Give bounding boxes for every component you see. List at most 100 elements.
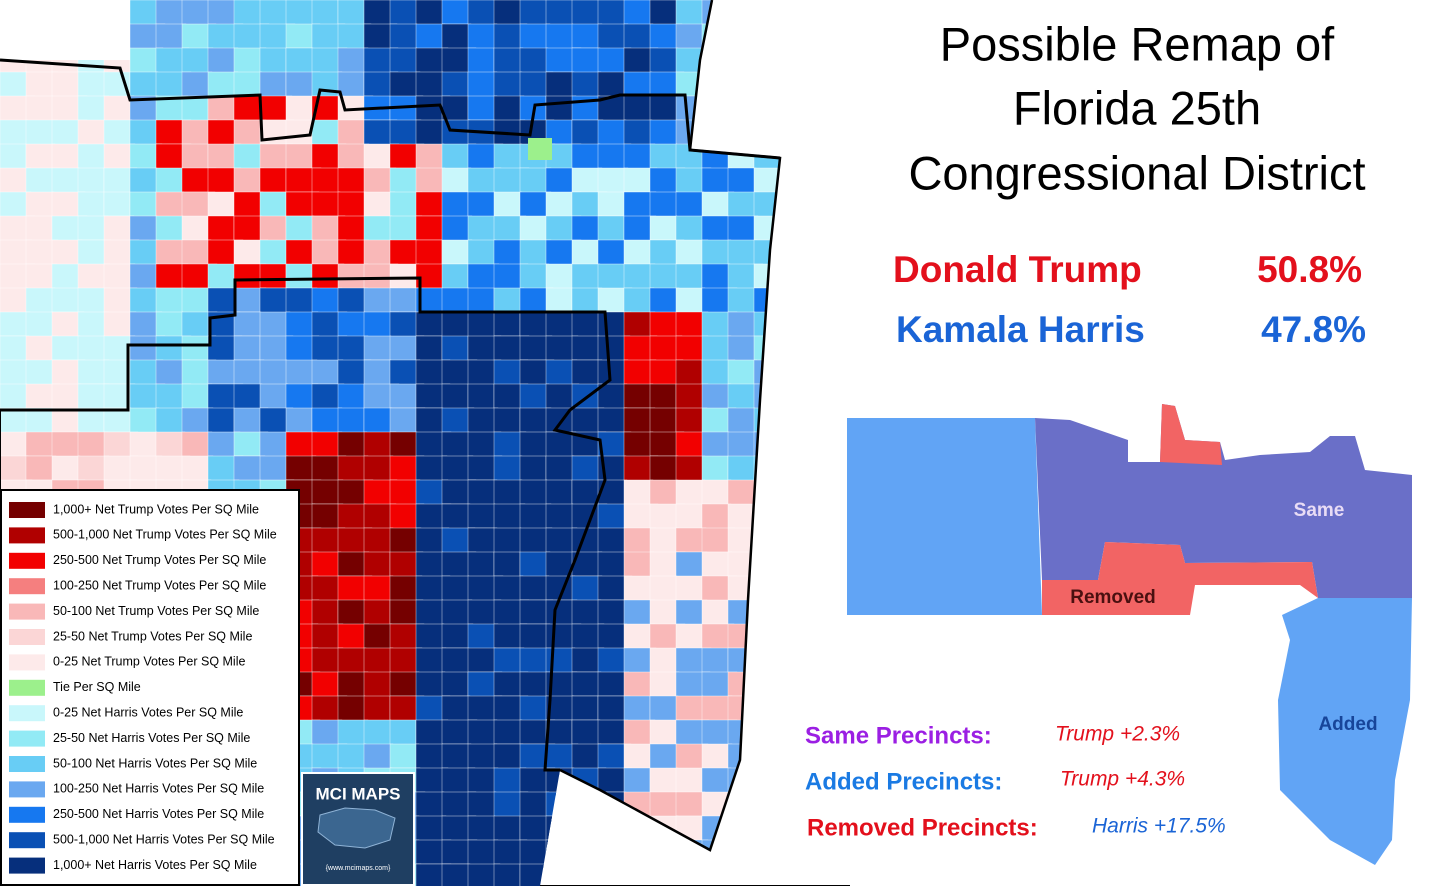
precinct xyxy=(571,599,602,627)
precinct xyxy=(389,719,417,749)
precinct xyxy=(285,455,317,481)
precinct xyxy=(649,671,680,700)
inset-added-west xyxy=(847,418,1042,615)
logo-url: {www.mcimaps.com} xyxy=(326,865,391,872)
legend-swatch xyxy=(9,857,45,874)
precinct-label: Same Precincts: xyxy=(805,722,992,749)
precinct xyxy=(571,791,606,818)
precinct xyxy=(779,455,780,481)
precinct xyxy=(519,863,552,886)
legend-swatch xyxy=(9,781,45,798)
precinct xyxy=(363,719,392,748)
precinct xyxy=(623,71,653,97)
precinct xyxy=(467,47,495,74)
precinct xyxy=(519,623,551,650)
precinct xyxy=(311,575,340,605)
precinct xyxy=(493,527,522,557)
precinct xyxy=(77,407,105,434)
precinct xyxy=(337,407,365,436)
precinct xyxy=(727,503,761,532)
precinct xyxy=(389,743,420,769)
precinct xyxy=(545,431,577,458)
precinct xyxy=(181,287,212,314)
precinct xyxy=(779,719,780,746)
precinct xyxy=(441,863,471,886)
precinct-margin: Trump +2.3% xyxy=(1055,723,1180,746)
precinct xyxy=(753,263,780,289)
precinct xyxy=(727,551,760,581)
precinct xyxy=(259,167,287,193)
precinct xyxy=(155,407,185,435)
precinct xyxy=(727,119,759,147)
precinct xyxy=(337,671,369,699)
tie-precinct xyxy=(528,138,552,160)
precinct xyxy=(701,743,733,773)
precinct xyxy=(675,623,704,652)
precinct xyxy=(701,839,734,870)
precinct xyxy=(337,191,367,218)
precinct xyxy=(649,383,677,410)
precinct xyxy=(597,719,629,745)
precinct xyxy=(727,0,757,31)
precinct xyxy=(753,47,780,74)
precinct xyxy=(753,767,780,798)
precinct xyxy=(337,0,367,29)
precinct xyxy=(649,479,679,507)
precinct xyxy=(623,383,654,409)
precinct xyxy=(415,239,443,267)
precinct xyxy=(363,623,393,651)
precinct xyxy=(233,95,261,121)
precinct xyxy=(77,431,109,459)
precinct xyxy=(571,311,600,340)
precinct xyxy=(467,239,497,268)
precinct xyxy=(519,263,550,293)
precinct xyxy=(519,455,547,485)
precinct xyxy=(597,527,628,556)
precinct xyxy=(103,191,131,217)
precinct xyxy=(181,383,213,411)
precinct xyxy=(675,71,712,97)
precinct xyxy=(493,143,523,173)
precinct xyxy=(155,191,185,219)
logo: MCI MAPS {www.mcimaps.com} xyxy=(301,772,415,886)
precinct xyxy=(649,407,677,435)
precinct xyxy=(363,647,394,677)
legend-label: 1,000+ Net Harris Votes Per SQ Mile xyxy=(53,858,257,872)
precinct xyxy=(467,503,496,529)
precinct xyxy=(727,47,762,75)
precinct xyxy=(233,0,265,27)
precinct xyxy=(77,143,107,170)
precinct xyxy=(25,455,57,481)
precinct xyxy=(51,263,81,292)
precinct xyxy=(415,815,447,845)
precinct xyxy=(441,671,469,697)
legend-label: 500-1,000 Net Harris Votes Per SQ Mile xyxy=(53,832,275,846)
precinct xyxy=(623,119,653,148)
precinct xyxy=(415,623,445,653)
precinct xyxy=(103,407,132,433)
precinct xyxy=(519,215,548,242)
precinct xyxy=(779,503,780,533)
precinct xyxy=(155,311,184,338)
precinct xyxy=(493,71,523,100)
precinct xyxy=(727,479,755,506)
precinct xyxy=(571,671,602,697)
legend-label: 500-1,000 Net Trump Votes Per SQ Mile xyxy=(53,528,277,542)
precinct xyxy=(181,431,213,458)
precinct xyxy=(207,119,238,146)
precinct xyxy=(363,695,391,724)
legend-label: 0-25 Net Trump Votes Per SQ Mile xyxy=(53,655,245,669)
precinct xyxy=(337,431,368,458)
precinct xyxy=(337,719,369,749)
precinct xyxy=(545,23,574,51)
precinct xyxy=(519,0,550,28)
precinct xyxy=(701,335,732,365)
precinct xyxy=(701,71,737,99)
candidate-name: Kamala Harris xyxy=(896,309,1145,350)
precinct xyxy=(415,743,444,771)
precinct xyxy=(467,527,498,556)
precinct xyxy=(753,575,780,606)
legend-swatch xyxy=(9,603,45,620)
precinct xyxy=(701,479,732,508)
